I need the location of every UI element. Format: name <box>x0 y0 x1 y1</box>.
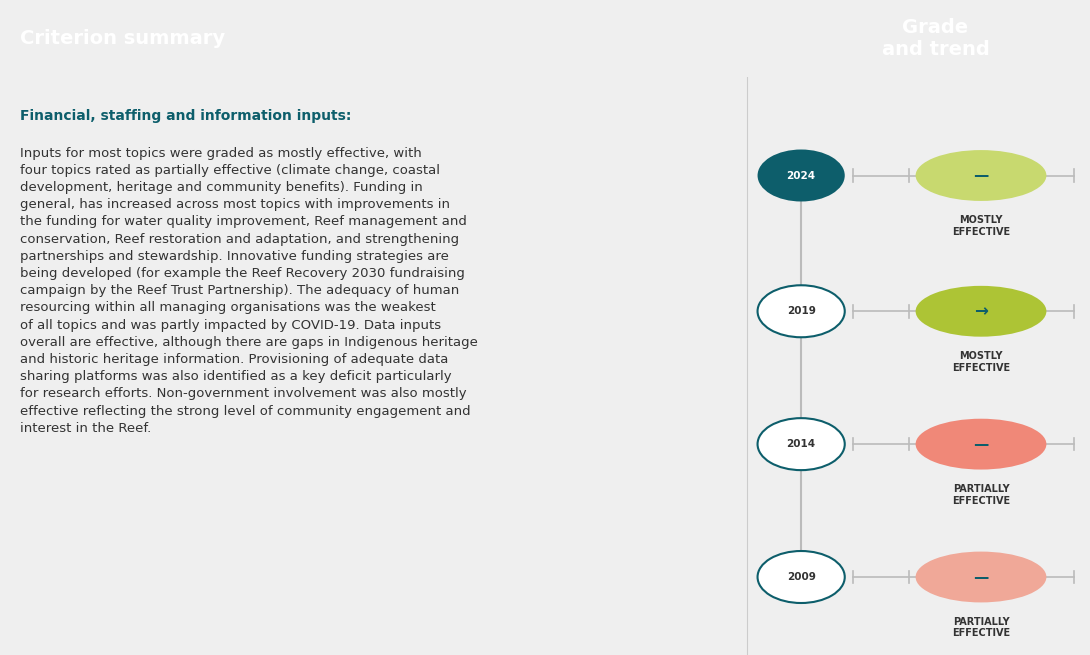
Text: Financial, staffing and information inputs:: Financial, staffing and information inpu… <box>20 109 351 123</box>
Ellipse shape <box>916 286 1046 337</box>
Text: Inputs for most topics were graded as mostly effective, with
four topics rated a: Inputs for most topics were graded as mo… <box>20 147 477 435</box>
Text: Grade
and trend: Grade and trend <box>882 18 990 59</box>
Text: 2019: 2019 <box>787 307 815 316</box>
Text: →: → <box>974 302 988 320</box>
Ellipse shape <box>758 551 845 603</box>
Ellipse shape <box>758 286 845 337</box>
Ellipse shape <box>758 418 845 470</box>
Text: 2014: 2014 <box>787 439 815 449</box>
Text: —: — <box>973 437 989 452</box>
Text: MOSTLY
EFFECTIVE: MOSTLY EFFECTIVE <box>952 215 1010 237</box>
Ellipse shape <box>916 150 1046 201</box>
Text: —: — <box>973 569 989 584</box>
Text: —: — <box>973 168 989 183</box>
Text: 2024: 2024 <box>787 170 815 181</box>
Text: PARTIALLY
EFFECTIVE: PARTIALLY EFFECTIVE <box>952 484 1010 506</box>
Text: PARTIALLY
EFFECTIVE: PARTIALLY EFFECTIVE <box>952 617 1010 639</box>
Text: 2009: 2009 <box>787 572 815 582</box>
Text: MOSTLY
EFFECTIVE: MOSTLY EFFECTIVE <box>952 351 1010 373</box>
Text: Criterion summary: Criterion summary <box>20 29 225 48</box>
Ellipse shape <box>916 552 1046 603</box>
Ellipse shape <box>916 419 1046 470</box>
Ellipse shape <box>758 149 845 202</box>
